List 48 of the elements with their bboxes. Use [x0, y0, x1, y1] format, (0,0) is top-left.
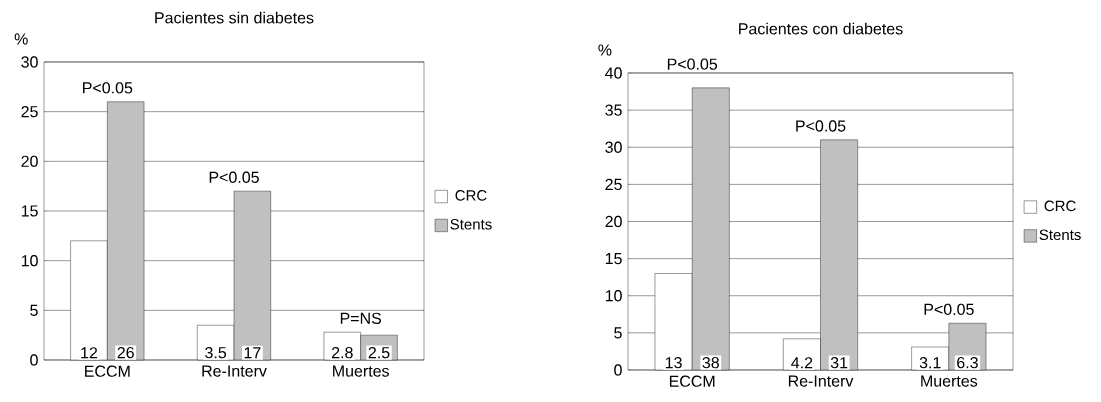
y-tick-label: 0	[30, 354, 38, 366]
y-tick-label: 10	[605, 290, 622, 302]
data-label: 12	[81, 347, 98, 359]
y-tick-label: 15	[21, 205, 38, 217]
annotation: P<0.05	[83, 82, 133, 94]
data-label: 38	[702, 356, 719, 369]
y-tick-label: 35	[605, 104, 622, 116]
annotation: P<0.05	[209, 171, 259, 183]
data-label: 17	[244, 347, 261, 359]
y-axis-title: %	[14, 33, 28, 45]
y-tick-label: 5	[614, 327, 622, 339]
y-tick-label: 5	[30, 304, 38, 316]
data-label: 3.5	[205, 346, 227, 359]
legend-label: CRC	[455, 190, 487, 201]
x-tick-label: Re-Interv	[788, 375, 854, 387]
y-tick-label: 25	[605, 178, 622, 191]
data-label: 26	[117, 346, 134, 359]
x-tick-label: Muertes	[921, 375, 978, 387]
x-tick-label: Muertes	[333, 365, 389, 377]
y-tick-label: 30	[605, 141, 622, 153]
data-label: 13	[665, 356, 682, 369]
chart-title: Pacientes sin diabetes	[155, 11, 314, 24]
y-tick-label: 20	[21, 155, 38, 167]
x-tick-label: Re-Interv	[202, 365, 267, 377]
y-tick-label: 10	[21, 255, 38, 267]
data-label: 2.5	[368, 346, 390, 359]
annotation: P<0.05	[924, 303, 974, 316]
y-axis-title: %	[598, 44, 612, 56]
y-tick-label: 15	[605, 253, 622, 265]
x-tick-label: ECCM	[85, 365, 130, 377]
y-tick-label: 25	[21, 106, 38, 118]
text: P<0.05	[667, 58, 718, 70]
data-label: 31	[830, 356, 848, 369]
legend-label: CRC	[1044, 200, 1076, 212]
data-label: 2.8	[331, 346, 353, 359]
y-tick-label: 40	[605, 67, 622, 79]
annotation: P=NS	[340, 312, 382, 324]
chart-title: Pacientes con diabetes	[739, 22, 903, 35]
legend-label: Stents	[1039, 229, 1081, 241]
annotation: P<0.05	[796, 120, 846, 132]
data-label: 3.1	[919, 356, 941, 369]
y-tick-label: 30	[21, 56, 38, 68]
x-tick-label: ECCM	[669, 375, 715, 387]
data-label: 4.2	[791, 357, 813, 369]
legend-label: Stents	[450, 219, 492, 230]
y-tick-label: 0	[614, 364, 622, 376]
data-label: 6.3	[957, 356, 978, 369]
y-tick-label: 20	[605, 215, 622, 228]
